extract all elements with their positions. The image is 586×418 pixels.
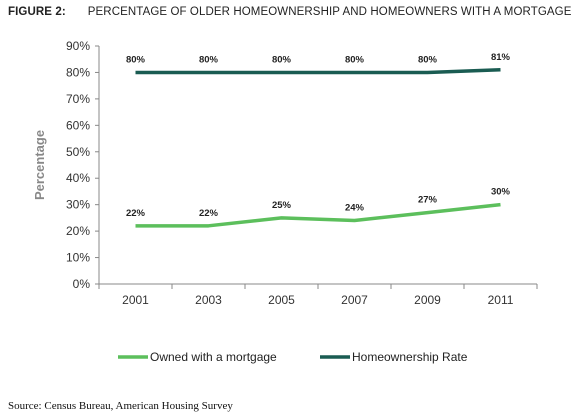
line-chart: 0% 10% 20% 30% 40% 50% 60% 70% 80% 90% 2001 2003 200…: [32, 39, 538, 364]
y-tick-label: 10%: [66, 251, 90, 265]
data-label: 27%: [418, 195, 438, 206]
source-note: Source: Census Bureau, American Housing …: [8, 400, 233, 412]
y-tick-label: 80%: [66, 65, 90, 79]
data-label: 22%: [199, 208, 219, 219]
data-label: 22%: [126, 208, 146, 219]
data-label: 25%: [272, 200, 292, 211]
data-label: 80%: [126, 54, 146, 65]
data-label: 81%: [491, 52, 511, 63]
y-tick-label: 50%: [66, 145, 90, 159]
data-label: 80%: [272, 54, 292, 65]
data-label: 30%: [491, 187, 511, 198]
x-tick-label: 2011: [488, 293, 514, 307]
data-label: 24%: [345, 203, 365, 214]
legend-label-0: Owned with a mortgage: [150, 350, 277, 364]
chart-title: PERCENTAGE OF OLDER HOMEOWNERSHIP AND HO…: [87, 6, 572, 18]
y-tick-label: 90%: [66, 39, 90, 53]
x-tick-label: 2005: [268, 293, 295, 307]
series-line-1: [135, 68, 501, 75]
x-tick-label: 2007: [341, 293, 368, 307]
x-tick-label: 2001: [122, 293, 149, 307]
x-tick-label: 2009: [414, 293, 441, 307]
y-tick-label: 40%: [66, 171, 90, 185]
y-axis-title: Percentage: [32, 130, 47, 200]
y-tick-label: 60%: [66, 118, 90, 132]
figure-label: FIGURE 2:: [8, 6, 66, 18]
data-label: 80%: [418, 54, 438, 65]
figure-title: FIGURE 2: PERCENTAGE OF OLDER HOMEOWNERSH…: [8, 6, 571, 18]
data-label: 80%: [199, 54, 219, 65]
legend-label-1: Homeownership Rate: [352, 350, 468, 364]
series-line-0: [135, 202, 501, 228]
data-label: 80%: [345, 54, 365, 65]
y-tick-label: 20%: [66, 224, 90, 238]
y-tick-label: 30%: [66, 198, 90, 212]
y-tick-label: 0%: [73, 277, 91, 291]
x-tick-label: 2003: [195, 293, 222, 307]
y-tick-label: 70%: [66, 92, 90, 106]
